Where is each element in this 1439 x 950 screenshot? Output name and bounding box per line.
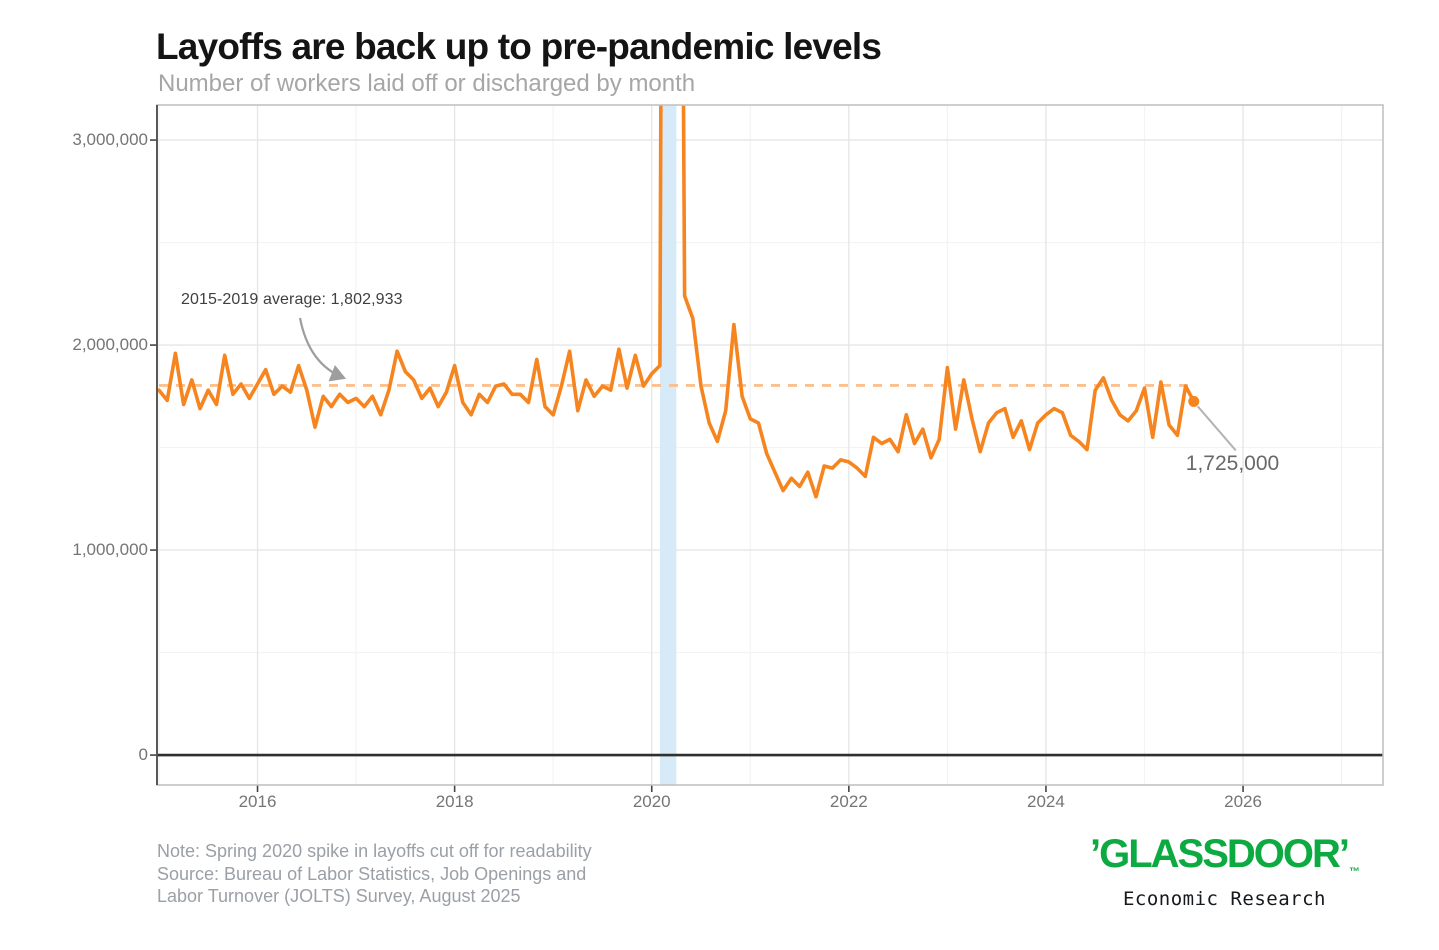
footnote-line: Source: Bureau of Labor Statistics, Job … <box>157 863 587 884</box>
y-tick-label: 2,000,000 <box>72 335 148 355</box>
logo-close-quote-mark: ’ <box>1338 832 1350 876</box>
x-tick-label: 2018 <box>435 792 474 811</box>
footnote: Note: Spring 2020 spike in layoffs cut o… <box>157 840 592 908</box>
last-point-leader-line <box>1197 405 1237 452</box>
x-tick-label: 2026 <box>1224 792 1262 811</box>
logo-open-quote-mark: ’ <box>1089 832 1101 876</box>
logo-wordmark-text: GLASSDOOR <box>1099 832 1341 876</box>
trademark-symbol: ™ <box>1349 866 1360 878</box>
layoffs-series-line <box>157 105 1196 499</box>
footnote-line: Note: Spring 2020 spike in layoffs cut o… <box>157 841 592 861</box>
recession-band <box>659 105 677 785</box>
last-point-value-label: 1,725,000 <box>1185 452 1280 476</box>
glassdoor-wordmark: ’GLASSDOOR’™ <box>1089 832 1360 885</box>
x-tick-label: 2024 <box>1027 792 1065 811</box>
page-title: Layoffs are back up to pre-pandemic leve… <box>156 26 882 67</box>
y-tick-label: 0 <box>138 745 148 765</box>
average-annotation-label: 2015-2019 average: 1,802,933 <box>181 291 403 308</box>
y-tick-label: 1,000,000 <box>72 540 148 560</box>
x-tick-label: 2022 <box>829 792 868 811</box>
average-annotation-arrow <box>298 317 347 382</box>
x-tick-label: 2016 <box>238 792 277 811</box>
y-tick-label: 3,000,000 <box>72 130 148 150</box>
panel-border <box>156 104 1384 786</box>
last-point-marker <box>1188 395 1200 407</box>
page-subtitle: Number of workers laid off or discharged… <box>158 70 696 97</box>
x-tick-label: 2020 <box>632 792 671 811</box>
logo-tagline: Economic Research <box>1122 888 1326 910</box>
glassdoor-logo: ’GLASSDOOR’™ Economic Research <box>1089 832 1360 910</box>
footnote-line: Labor Turnover (JOLTS) Survey, August 20… <box>157 886 521 906</box>
